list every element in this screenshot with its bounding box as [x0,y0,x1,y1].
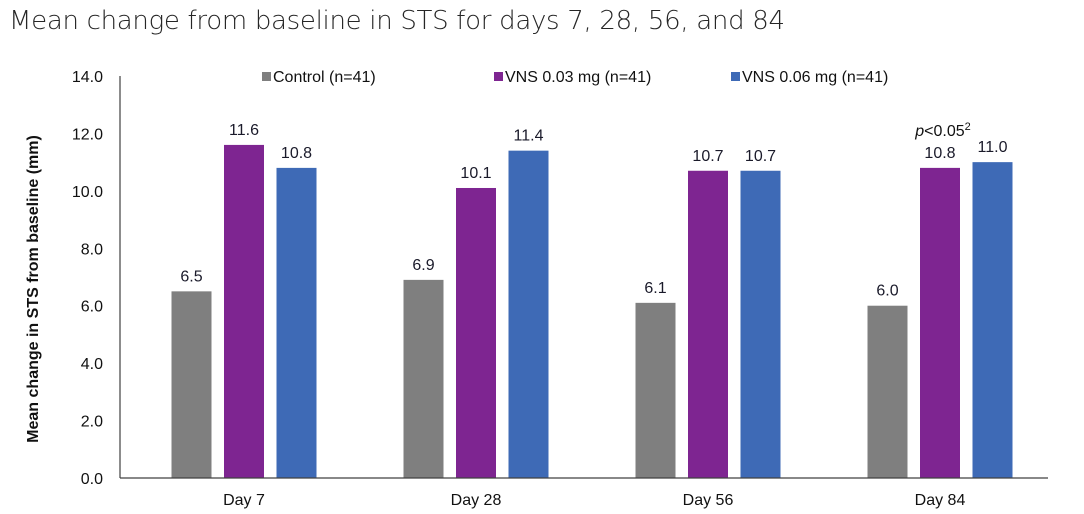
y-tick-label: 10.0 [72,184,103,201]
value-labels: 6.5 11.6 10.8 6.9 10.1 11.4 6.1 10.7 10.7 6.0 10.8… [180,122,1007,300]
legend-swatch [494,72,503,81]
chart-title: Mean change from baseline in STS for day… [9,6,785,36]
bar-day-84-series-2 [972,162,1013,478]
data-label: 11.4 [514,128,544,145]
bar-day-84-series-1 [920,167,960,478]
bar-day-7-series-1 [224,144,264,478]
legend-label: VNS 0.03 mg (n=41) [505,69,651,86]
bar-day-7-series-0 [171,291,212,478]
y-tick-label: 2.0 [81,414,103,431]
data-label: 10.7 [692,148,723,165]
data-label: 6.0 [876,283,898,300]
data-label: 10.8 [281,145,312,162]
data-label: 6.1 [644,280,666,297]
legend: Control (n=41) VNS 0.03 mg (n=41) VNS 0.06… [262,69,888,86]
legend-swatch [731,72,740,81]
bar-day-28-series-2 [508,150,549,478]
bar-day-7-series-2 [276,167,317,478]
x-tick-label: Day 28 [451,492,502,509]
data-label: 6.5 [180,268,202,285]
x-axis-labels: Day 7 Day 28 Day 56 Day 84 [223,492,965,509]
bar-day-84-series-0 [867,305,908,478]
data-label: 6.9 [412,257,434,274]
bar-day-56-series-1 [688,170,728,478]
bar-day-28-series-0 [403,279,444,478]
x-tick-label: Day 7 [223,492,265,509]
bars [171,144,1013,478]
bar-day-56-series-0 [635,302,676,478]
y-tick-label: 12.0 [72,126,103,143]
y-tick-label: 0.0 [81,471,103,488]
y-tick-label: 8.0 [81,241,103,258]
p-value-annotation: p<0.052 [914,121,971,140]
x-tick-label: Day 84 [915,492,966,509]
y-axis-title: Mean change in STS from baseline (mm) [25,135,42,443]
data-label: 11.6 [229,122,259,139]
data-label: 11.0 [978,139,1008,156]
data-label: 10.1 [460,165,491,182]
data-label: 10.7 [745,148,776,165]
x-tick-label: Day 56 [683,492,734,509]
annotations: p<0.052 [914,121,971,140]
y-tick-label: 14.0 [72,69,103,86]
bar-day-28-series-1 [456,187,496,478]
y-tick-label: 6.0 [81,299,103,316]
data-label: 10.8 [924,145,955,162]
legend-label: VNS 0.06 mg (n=41) [742,69,888,86]
legend-label: Control (n=41) [273,69,376,86]
bar-day-56-series-2 [740,170,781,478]
legend-swatch [262,72,271,81]
y-tick-label: 4.0 [81,356,103,373]
y-axis-ticks: 0.0 2.0 4.0 6.0 8.0 10.0 12.0 14.0 [72,69,103,488]
